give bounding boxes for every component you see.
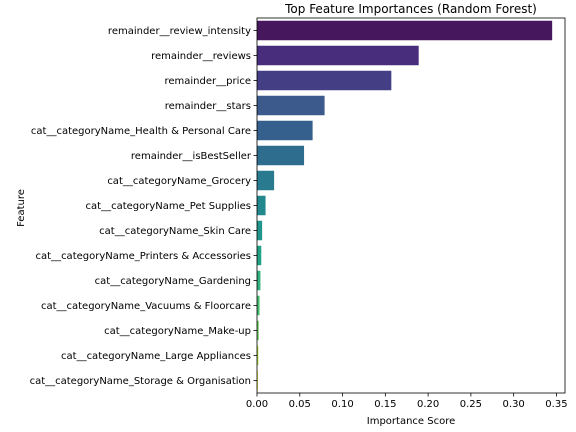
bar bbox=[257, 370, 258, 391]
y-tick-label: remainder__stars bbox=[165, 101, 251, 112]
bar bbox=[257, 45, 419, 66]
x-tick-label: 0.10 bbox=[331, 399, 353, 410]
y-tick-label: cat__categoryName_Skin Care bbox=[99, 226, 251, 237]
y-tick-label: cat__categoryName_Storage & Organisation bbox=[30, 376, 251, 387]
bar bbox=[257, 20, 553, 41]
bar bbox=[257, 120, 313, 141]
bar bbox=[257, 195, 266, 216]
y-axis-label: Feature bbox=[16, 189, 27, 227]
x-tick-label: 0.15 bbox=[374, 399, 396, 410]
bar bbox=[257, 170, 275, 191]
y-tick-label: cat__categoryName_Grocery bbox=[107, 176, 251, 187]
y-tick-label: cat__categoryName_Large Appliances bbox=[61, 351, 251, 362]
y-tick-label: remainder__review_intensity bbox=[108, 26, 251, 37]
x-tick-label: 0.00 bbox=[246, 399, 268, 410]
y-tick-label: remainder__isBestSeller bbox=[131, 151, 252, 162]
bar bbox=[257, 220, 263, 241]
y-tick-label: remainder__price bbox=[164, 76, 251, 87]
y-tick-label: cat__categoryName_Gardening bbox=[95, 276, 251, 287]
plot-area: remainder__review_intensity remainder__re… bbox=[30, 17, 568, 410]
x-tick-label: 0.20 bbox=[417, 399, 439, 410]
bar bbox=[257, 270, 261, 291]
bar bbox=[257, 345, 259, 366]
y-tick-label: cat__categoryName_Make-up bbox=[104, 326, 251, 337]
bar bbox=[257, 320, 259, 341]
plot-frame bbox=[256, 17, 566, 394]
bar bbox=[257, 295, 260, 316]
y-tick-label: cat__categoryName_Pet Supplies bbox=[86, 201, 251, 212]
y-tick-label: cat__categoryName_Printers & Accessories bbox=[36, 251, 251, 262]
x-tick-label: 0.25 bbox=[460, 399, 482, 410]
y-tick-label: cat__categoryName_Vacuums & Floorcare bbox=[41, 301, 251, 312]
x-axis-label: Importance Score bbox=[367, 416, 456, 427]
bar bbox=[257, 95, 325, 116]
x-tick-label: 0.05 bbox=[289, 399, 311, 410]
y-tick-label: remainder__reviews bbox=[151, 51, 251, 62]
x-tick-label: 0.35 bbox=[545, 399, 567, 410]
y-tick-label: cat__categoryName_Health & Personal Care bbox=[31, 126, 251, 137]
bar bbox=[257, 70, 392, 91]
bar bbox=[257, 245, 262, 266]
bar bbox=[257, 145, 305, 166]
x-tick-label: 0.30 bbox=[503, 399, 525, 410]
chart-title: Top Feature Importances (Random Forest) bbox=[284, 2, 537, 16]
